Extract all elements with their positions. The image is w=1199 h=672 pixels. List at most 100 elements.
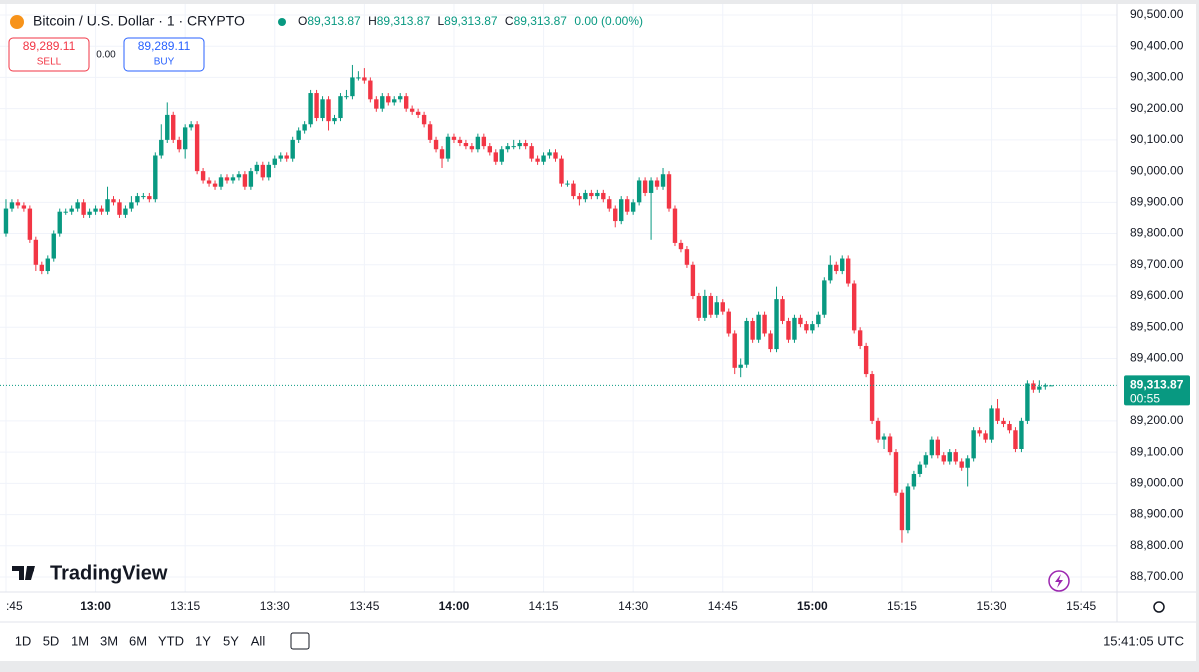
sell-label[interactable]: SELL (37, 57, 62, 68)
range-button[interactable]: 1D (15, 633, 32, 648)
buy-button[interactable]: 89,289.11 BUY (123, 37, 205, 72)
candle-body (129, 202, 134, 209)
date-range-icon[interactable] (290, 632, 310, 650)
assistant-icon[interactable] (1048, 570, 1070, 592)
range-button[interactable]: YTD (158, 633, 184, 648)
candle-body (1025, 383, 1030, 421)
candle-body (463, 143, 469, 147)
candle-body (236, 174, 242, 178)
y-tick-label: 88,700.00 (1130, 569, 1184, 583)
candle-body (1001, 420, 1006, 425)
candle-body (308, 93, 313, 125)
clock: 15:41:05 UTC (1103, 633, 1184, 648)
candle-body (995, 408, 1000, 421)
candle-body (445, 136, 451, 159)
y-tick-label: 90,100.00 (1130, 132, 1184, 146)
candle-body (176, 139, 182, 150)
candle-body (750, 320, 755, 340)
sell-button[interactable]: 89,289.11 SELL (8, 37, 90, 72)
candle-body (601, 192, 606, 200)
candle-body (505, 146, 510, 150)
candle-body (786, 320, 791, 340)
candle-body (869, 374, 875, 421)
sell-price[interactable]: 89,289.11 (23, 39, 76, 53)
candle-body (911, 473, 917, 487)
candle-body (654, 180, 660, 187)
candle-body (356, 77, 361, 79)
candle-body (427, 124, 433, 140)
y-tick-label: 90,000.00 (1130, 163, 1184, 177)
candle-body (451, 136, 457, 140)
candle-body (75, 202, 80, 209)
range-button[interactable]: 5Y (223, 633, 239, 648)
candle-body (409, 108, 415, 112)
y-tick-label: 89,900.00 (1130, 195, 1184, 209)
h-label: H (368, 14, 377, 28)
candle-body (816, 314, 821, 325)
buy-price[interactable]: 89,289.11 (138, 39, 191, 53)
candle-body (834, 264, 839, 272)
assistant-icon[interactable] (1055, 574, 1063, 588)
candle-body (863, 345, 869, 375)
candle-body (541, 155, 546, 162)
candle-body (917, 464, 923, 474)
candle-body (117, 202, 122, 215)
candle-body (403, 96, 409, 109)
range-button[interactable]: 1M (71, 633, 89, 648)
candle-body (182, 127, 188, 150)
candle-body (732, 333, 737, 368)
candle-body (857, 330, 863, 346)
candle-body (726, 311, 731, 334)
range-button[interactable]: 5D (43, 633, 60, 648)
candle-body (822, 280, 827, 315)
candle-body (421, 114, 427, 125)
candle-body (846, 258, 851, 284)
candle-body (200, 171, 206, 181)
candle-body (642, 180, 648, 193)
candle-body (33, 239, 39, 265)
candle-body (577, 196, 582, 200)
x-tick-label: 14:30 (618, 599, 648, 613)
candle-body (899, 492, 905, 531)
y-tick-label: 89,000.00 (1130, 476, 1184, 490)
x-tick-label: 13:00 (80, 599, 111, 613)
candle-body (135, 196, 140, 203)
l-value: 89,313.87 (444, 14, 498, 28)
range-button[interactable]: 6M (129, 633, 147, 648)
candle-body (636, 180, 642, 203)
candle-body (983, 433, 988, 440)
candle-body (1007, 424, 1012, 431)
range-button[interactable]: 3M (100, 633, 118, 648)
buy-box[interactable] (123, 37, 205, 72)
y-tick-label: 90,400.00 (1130, 38, 1184, 52)
last-price-tag (1124, 375, 1190, 406)
panel (0, 4, 1196, 661)
candle-body (971, 430, 976, 459)
candle-body (810, 324, 815, 331)
range-button[interactable]: All (251, 633, 266, 648)
range-button[interactable]: 1Y (195, 633, 211, 648)
candle-body (547, 152, 552, 156)
candle-body (165, 114, 170, 140)
y-tick-label: 89,400.00 (1130, 351, 1184, 365)
settings-icon[interactable] (1153, 601, 1165, 613)
candle-body (744, 320, 749, 365)
candle-body (487, 146, 493, 153)
candle-body (469, 146, 475, 150)
sell-box[interactable] (8, 37, 90, 72)
candle-body (553, 152, 558, 159)
y-tick-label: 90,500.00 (1130, 7, 1184, 21)
candle-body (517, 143, 522, 147)
candle-body (768, 333, 773, 350)
candle-body (851, 283, 857, 331)
buy-label[interactable]: BUY (154, 57, 175, 68)
x-tick-label: 14:00 (439, 599, 470, 613)
candle-body (296, 130, 301, 140)
candle-body (690, 264, 696, 296)
candle-body (929, 439, 935, 456)
candle-body (69, 208, 74, 212)
candle-body (738, 364, 743, 368)
x-tick-label: 15:30 (977, 599, 1007, 613)
candle-body (21, 205, 27, 209)
candle-body (583, 192, 588, 200)
